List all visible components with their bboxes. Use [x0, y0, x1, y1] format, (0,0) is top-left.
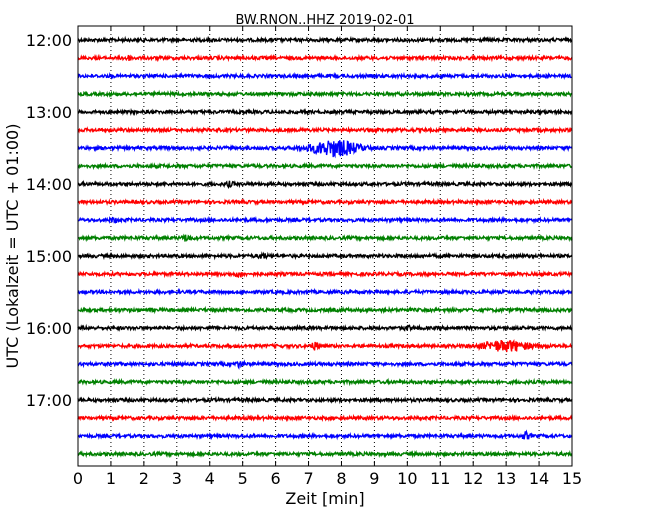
- trace-line: [77, 359, 573, 370]
- trace-line: [77, 395, 573, 405]
- x-tick-label: 4: [205, 469, 215, 488]
- y-tick-label: 12:00: [26, 31, 72, 50]
- x-tick-label: 1: [106, 469, 116, 488]
- trace-line: [77, 215, 573, 225]
- y-tick-label: 16:00: [26, 319, 72, 338]
- x-tick-label: 3: [172, 469, 182, 488]
- x-tick-label: 6: [271, 469, 281, 488]
- trace-line: [77, 377, 573, 387]
- x-tick-label: 12: [463, 469, 483, 488]
- trace-line: [77, 449, 573, 459]
- y-axis-label: UTC (Lokalzeit = UTC + 01:00): [3, 124, 22, 369]
- traces: [77, 35, 573, 459]
- trace-line: [77, 413, 573, 423]
- trace-line: [77, 251, 573, 261]
- grid-lines: [110, 26, 540, 466]
- y-tick-label: 17:00: [26, 391, 72, 410]
- x-tick-label: 10: [397, 469, 417, 488]
- trace-line: [77, 107, 573, 117]
- x-tick-label: 14: [529, 469, 549, 488]
- plot-frame: [77, 25, 573, 467]
- y-tick-label: 14:00: [26, 175, 72, 194]
- x-tick-label: 13: [496, 469, 516, 488]
- x-tick-label: 15: [562, 469, 582, 488]
- y-tick-label: 15:00: [26, 247, 72, 266]
- trace-line: [77, 323, 573, 333]
- trace-line: [77, 125, 573, 135]
- x-tick-label: 0: [73, 469, 83, 488]
- trace-line: [77, 179, 573, 190]
- axis-ticks: 0 1 2 3 4 5 6 7 8 9 10 11 12 13 14 1512:0013:0014:0015:…: [26, 26, 582, 488]
- x-tick-label: 9: [369, 469, 379, 488]
- trace-line: [77, 53, 573, 63]
- trace-line: [77, 89, 573, 99]
- chart-title: BW.RNON..HHZ 2019-02-01: [235, 13, 414, 28]
- trace-line: [77, 233, 573, 243]
- trace-line: [77, 305, 573, 315]
- x-tick-label: 2: [139, 469, 149, 488]
- x-axis-label: Zeit [min]: [285, 489, 364, 508]
- trace-line: [77, 35, 573, 45]
- trace-line: [77, 338, 573, 353]
- trace-line: [77, 71, 573, 81]
- y-tick-label: 13:00: [26, 103, 72, 122]
- x-tick-label: 8: [336, 469, 346, 488]
- x-tick-label: 11: [430, 469, 450, 488]
- trace-line: [77, 287, 573, 297]
- trace-line: [77, 161, 573, 171]
- trace-line: [77, 197, 573, 207]
- trace-line: [77, 140, 573, 159]
- x-tick-label: 5: [238, 469, 248, 488]
- trace-line: [77, 429, 573, 441]
- trace-line: [77, 269, 573, 279]
- x-tick-label: 7: [303, 469, 313, 488]
